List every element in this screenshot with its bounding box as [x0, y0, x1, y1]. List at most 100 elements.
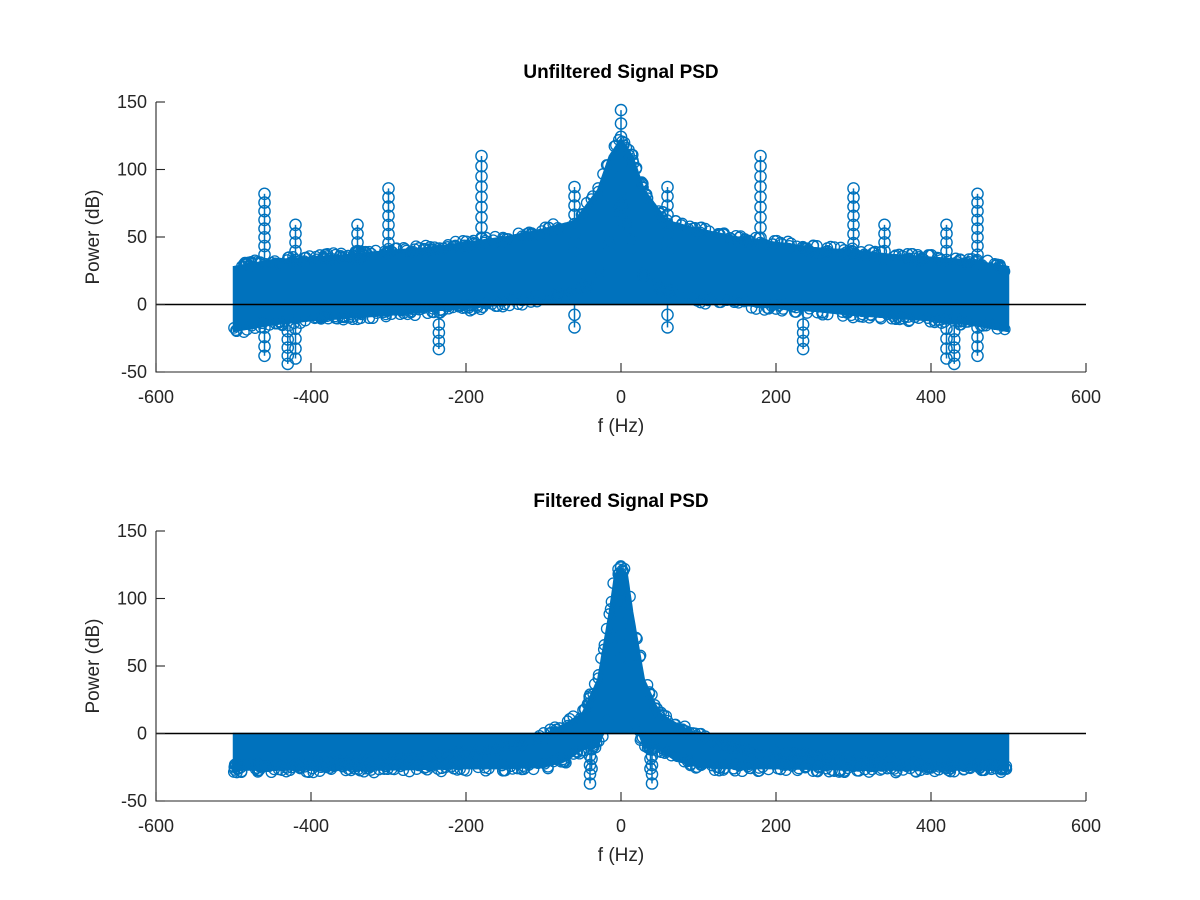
stem-marker	[289, 253, 302, 267]
stem-marker	[567, 710, 580, 723]
stem-marker	[636, 178, 649, 191]
stem-marker	[358, 246, 370, 259]
stem-marker	[442, 300, 454, 313]
stem-marker	[847, 191, 860, 204]
stem-marker	[592, 182, 604, 194]
stem-marker	[892, 757, 905, 770]
stem-marker	[585, 752, 598, 766]
stem-marker	[714, 229, 726, 241]
stem-marker	[542, 762, 554, 775]
stem-marker	[859, 763, 871, 776]
stem-marker	[875, 760, 888, 772]
stem-marker	[280, 765, 293, 778]
stem-marker	[274, 258, 287, 271]
stem-marker	[878, 227, 891, 240]
stem-series	[228, 103, 1011, 371]
stem-marker	[248, 317, 260, 330]
stem-marker	[269, 257, 282, 270]
stem-marker	[482, 762, 495, 775]
stem-marker	[796, 318, 810, 331]
stem-marker	[601, 714, 614, 727]
y-axis-label: Power (dB)	[83, 618, 104, 713]
stem-marker	[351, 253, 364, 267]
stem-marker	[446, 240, 459, 253]
stem-marker	[586, 190, 599, 202]
stem-marker	[661, 245, 674, 258]
stem-marker	[258, 187, 271, 201]
stem-marker	[624, 590, 636, 603]
stem-marker	[475, 221, 488, 234]
stem-marker	[706, 759, 718, 772]
stem-marker	[289, 262, 302, 276]
stem-marker	[258, 230, 271, 244]
stem-marker	[614, 652, 628, 666]
stem-marker	[644, 762, 657, 775]
stem-marker	[720, 294, 733, 307]
stem-marker	[258, 321, 271, 334]
stem-marker	[251, 762, 263, 774]
stem-marker	[603, 240, 616, 253]
stem-marker	[901, 759, 913, 772]
stem-marker	[776, 304, 788, 317]
stem-marker	[971, 196, 984, 209]
stem-marker	[754, 170, 767, 183]
stem-marker	[475, 180, 488, 193]
stem-marker	[592, 672, 605, 685]
stem-marker	[660, 710, 673, 722]
stem-marker	[768, 235, 781, 247]
stem-marker	[323, 762, 336, 774]
stem-marker	[460, 235, 473, 248]
stem-marker	[281, 341, 295, 354]
stem-marker	[519, 762, 531, 774]
stem-marker	[563, 712, 576, 725]
stem-marker	[902, 315, 915, 328]
stem-marker	[714, 296, 727, 309]
stem-marker	[238, 326, 250, 338]
x-tick-label: 600	[1071, 387, 1101, 407]
stem-marker	[432, 326, 446, 340]
stem-marker	[298, 255, 310, 267]
stem-marker	[432, 318, 446, 331]
stem-marker	[665, 284, 678, 297]
stem-marker	[756, 238, 769, 251]
stem-marker	[821, 308, 834, 321]
stem-marker	[289, 227, 302, 240]
stem-marker	[568, 199, 581, 212]
stem-marker	[308, 757, 321, 769]
stem-marker	[410, 240, 422, 253]
stem-marker	[575, 208, 588, 221]
stem-marker	[570, 745, 583, 758]
stem-marker	[614, 170, 628, 184]
stem-marker	[796, 342, 810, 356]
stem-marker	[869, 245, 882, 258]
stem-marker	[475, 159, 488, 173]
y-tick-label: -50	[121, 362, 147, 382]
stem-marker	[550, 290, 562, 303]
stem-marker	[382, 191, 395, 204]
stem-marker	[475, 170, 488, 183]
stem-marker	[392, 751, 405, 764]
stem-marker	[692, 731, 704, 743]
stem-marker	[847, 182, 860, 195]
stem-marker	[648, 699, 661, 711]
stem-marker	[792, 762, 805, 775]
stem-marker	[258, 196, 271, 209]
stem-marker	[971, 230, 984, 244]
stem-marker	[754, 221, 767, 234]
stem-marker	[836, 306, 849, 318]
stem-marker	[511, 762, 524, 775]
stem-marker	[762, 763, 775, 776]
stem-marker	[699, 222, 712, 235]
stem-marker	[995, 762, 1008, 774]
stem-marker	[317, 309, 330, 322]
stem-marker	[517, 763, 530, 776]
stem-marker	[289, 218, 302, 232]
stem-marker	[733, 236, 746, 249]
stem-marker	[401, 751, 414, 763]
stem-marker	[274, 316, 286, 329]
stem-marker	[583, 768, 597, 781]
stem-marker	[403, 765, 416, 778]
stem-marker	[924, 760, 937, 773]
stem-marker	[302, 766, 315, 779]
stem-marker	[547, 218, 560, 230]
